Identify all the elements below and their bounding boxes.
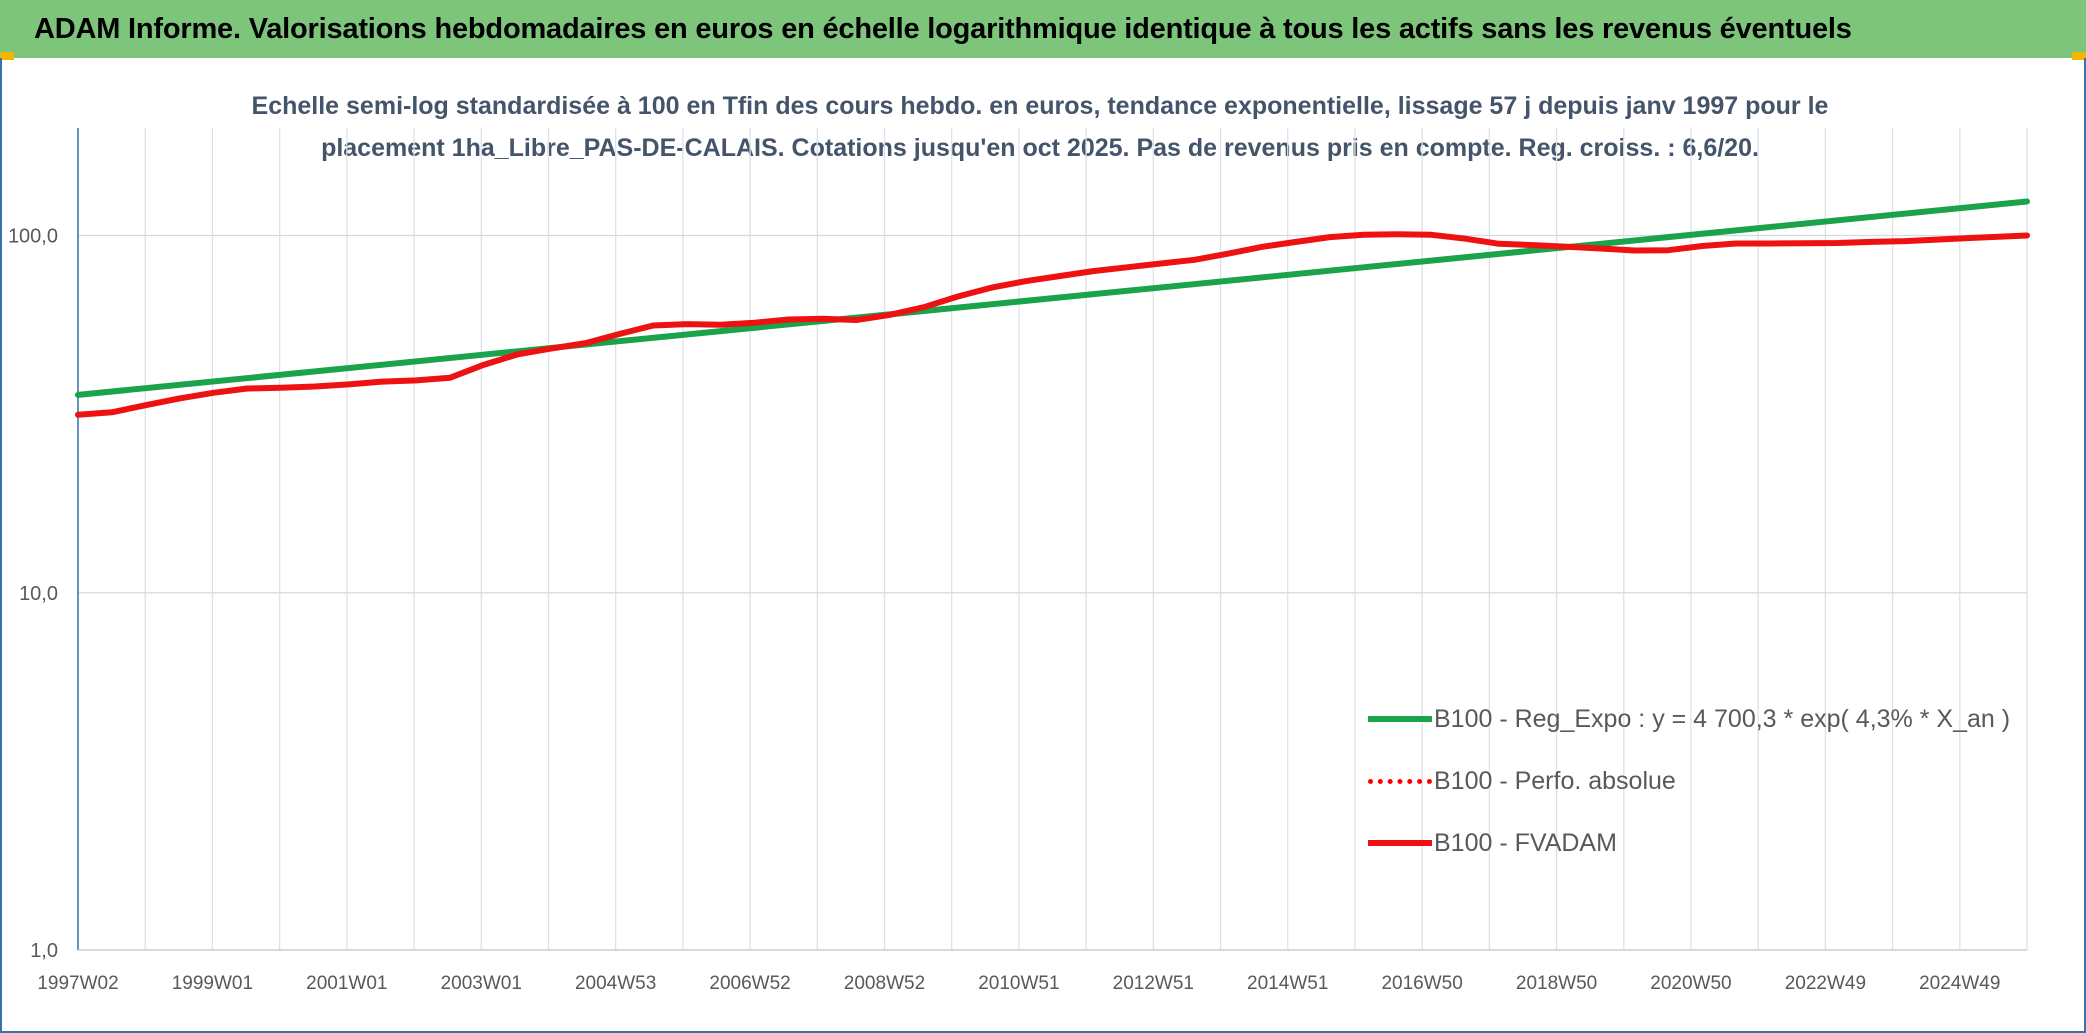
legend-item-trend: B100 - Reg_Expo : y = 4 700,3 * exp( 4,3… xyxy=(1368,688,2028,750)
x-tick-label: 2020W50 xyxy=(1650,973,1731,994)
report-title: ADAM Informe. Valorisations hebdomadaire… xyxy=(34,12,1852,45)
y-tick-label: 10,0 xyxy=(19,583,58,605)
legend-label-fvadam: B100 - FVADAM xyxy=(1434,828,1617,857)
legend-swatch-fvadam xyxy=(1368,840,1432,846)
legend-item-fvadam: B100 - FVADAM xyxy=(1368,812,2028,874)
x-tick-label: 2018W50 xyxy=(1516,973,1597,994)
x-tick-label: 2024W49 xyxy=(1919,973,2000,994)
legend-swatch-perf xyxy=(1368,778,1432,784)
legend-item-perf: B100 - Perfo. absolue xyxy=(1368,750,2028,812)
x-tick-label: 2016W50 xyxy=(1381,973,1462,994)
x-tick-label: 2022W49 xyxy=(1785,973,1866,994)
legend-label-trend: B100 - Reg_Expo : y = 4 700,3 * exp( 4,3… xyxy=(1434,704,2011,733)
chart-legend: B100 - Reg_Expo : y = 4 700,3 * exp( 4,3… xyxy=(1368,688,2028,874)
corner-accent-right xyxy=(2072,52,2086,60)
x-tick-label: 2003W01 xyxy=(441,973,522,994)
chart-frame xyxy=(0,58,2086,1033)
corner-accent-left xyxy=(0,52,14,60)
y-tick-label: 100,0 xyxy=(8,226,58,248)
series-line-fvadam xyxy=(75,231,2030,418)
x-tick-label: 2012W51 xyxy=(1113,973,1194,994)
chart-title-line-1: Echelle semi-log standardisée à 100 en T… xyxy=(251,92,1829,120)
x-tick-label: 1999W01 xyxy=(172,973,253,994)
series-line-reg-expo xyxy=(75,198,2030,398)
x-tick-label: 2008W52 xyxy=(844,973,925,994)
x-tick-label: 2001W01 xyxy=(306,973,387,994)
x-tick-label: 2004W53 xyxy=(575,973,656,994)
x-tick-label: 1997W02 xyxy=(37,973,118,994)
x-tick-label: 2014W51 xyxy=(1247,973,1328,994)
y-tick-label: 1,0 xyxy=(30,940,58,962)
legend-swatch-trend xyxy=(1368,716,1432,722)
x-tick-label: 2010W51 xyxy=(978,973,1059,994)
x-tick-label: 2006W52 xyxy=(709,973,790,994)
report-banner: ADAM Informe. Valorisations hebdomadaire… xyxy=(0,0,2086,58)
legend-label-perf: B100 - Perfo. absolue xyxy=(1434,766,1676,795)
chart-title-line-2: placement 1ha_Libre_PAS-DE-CALAIS. Cotat… xyxy=(321,134,1759,162)
